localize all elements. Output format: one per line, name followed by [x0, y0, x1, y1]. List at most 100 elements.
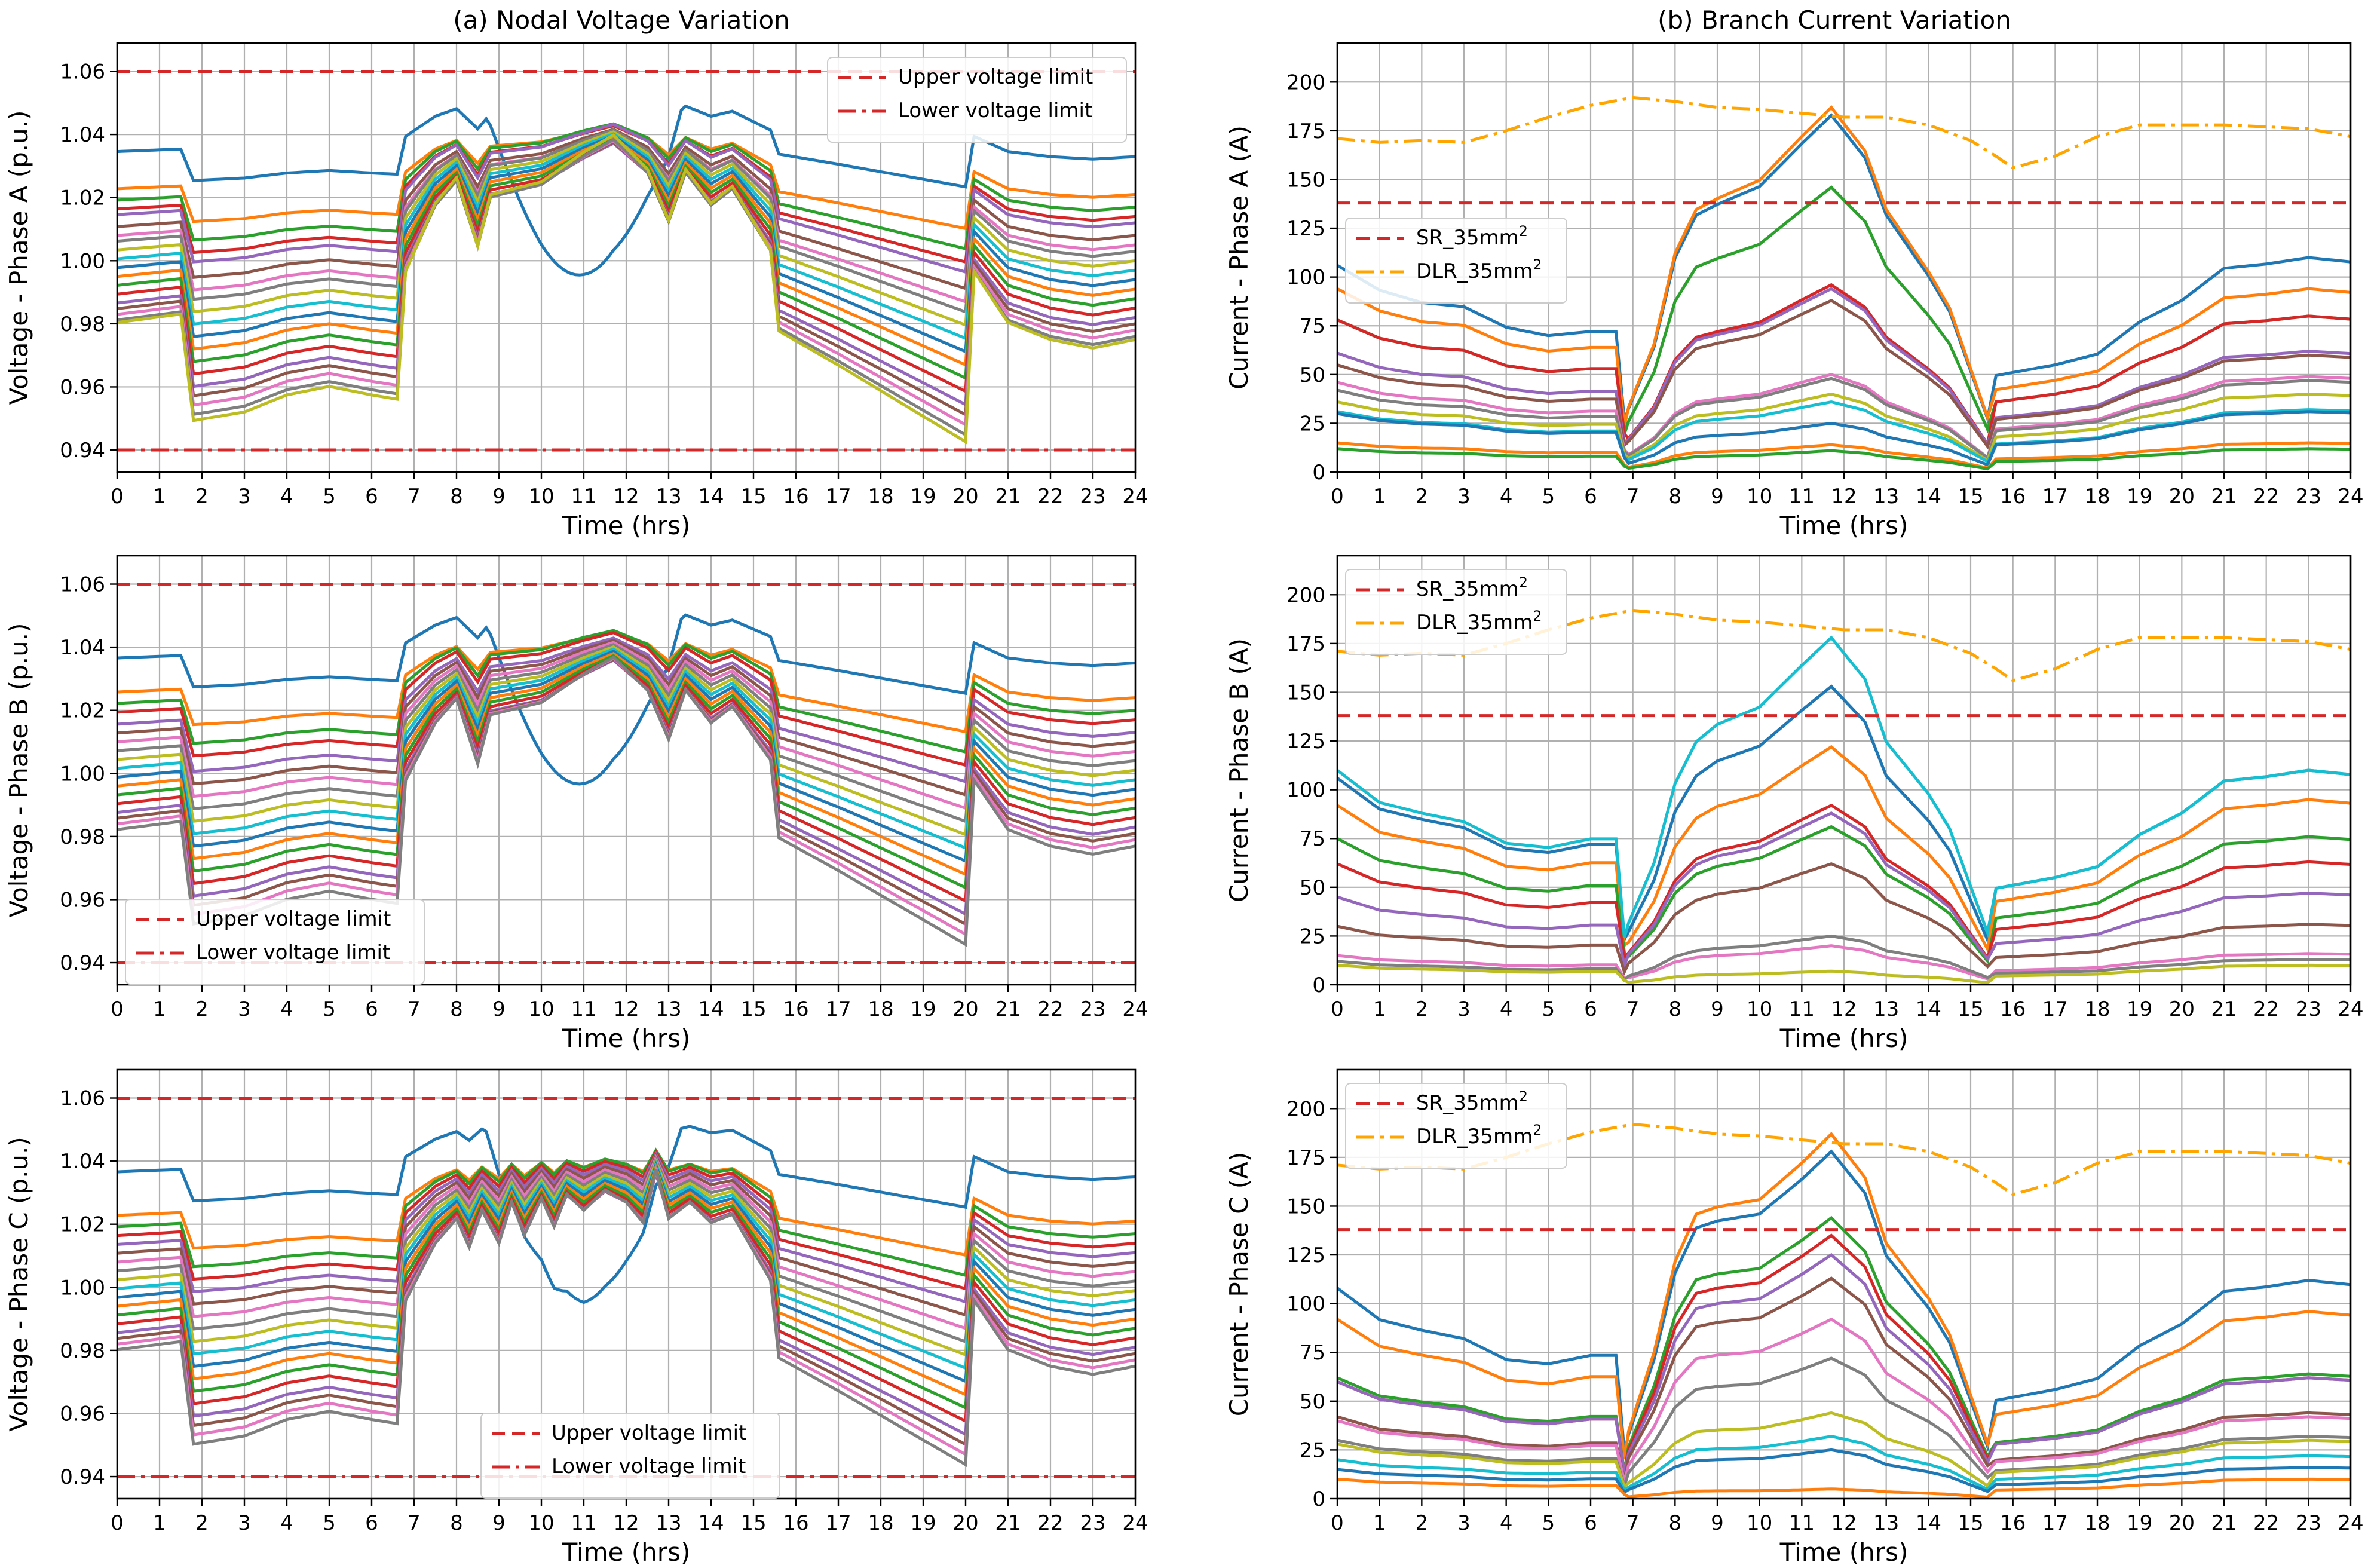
x-tick-label: 24	[1122, 1511, 1148, 1535]
x-tick-label: 20	[952, 997, 978, 1021]
x-tick-label: 17	[2042, 485, 2068, 509]
x-tick-label: 14	[1916, 1511, 1941, 1535]
plot-area	[1337, 96, 2351, 471]
x-tick-label: 12	[613, 485, 639, 509]
x-tick-label: 14	[698, 485, 724, 509]
x-tick-label: 6	[1584, 1511, 1597, 1535]
dlr-line	[1337, 96, 2351, 170]
x-tick-label: 11	[1789, 485, 1815, 509]
legend-superscript: 2	[1533, 1122, 1542, 1138]
legend-label: Lower voltage limit	[552, 1454, 746, 1478]
y-tick-label: 1.04	[60, 636, 105, 660]
legend-label: DLR_35mm2	[1416, 1122, 1542, 1149]
y-tick-label: 75	[1300, 314, 1325, 338]
y-tick-label: 0.98	[60, 313, 105, 336]
x-tick-label: 11	[571, 997, 596, 1021]
x-tick-label: 21	[995, 485, 1021, 509]
y-tick-label: 1.02	[60, 1213, 105, 1237]
x-tick-label: 1	[1373, 485, 1386, 509]
x-tick-label: 6	[365, 485, 378, 509]
x-tick-label: 20	[952, 485, 978, 509]
x-tick-label: 0	[1331, 997, 1344, 1021]
x-tick-label: 12	[1831, 1511, 1857, 1535]
series-line	[1337, 105, 2351, 427]
x-axis-label: Time (hrs)	[562, 1538, 691, 1567]
x-tick-label: 8	[1669, 1511, 1682, 1535]
x-tick-label: 0	[111, 1511, 124, 1535]
x-tick-label: 4	[1500, 1511, 1513, 1535]
x-tick-label: 23	[1080, 1511, 1105, 1535]
x-tick-label: 3	[238, 485, 251, 509]
x-tick-label: 7	[1626, 997, 1640, 1021]
x-tick-label: 0	[1331, 485, 1344, 509]
series-line	[117, 104, 1135, 277]
series-line	[1337, 373, 2351, 460]
x-tick-label: 2	[1416, 485, 1429, 509]
series-line	[1337, 113, 2351, 424]
y-tick-label: 150	[1286, 1195, 1325, 1218]
x-tick-label: 23	[2296, 485, 2321, 509]
x-tick-label: 19	[2127, 1511, 2152, 1535]
y-tick-label: 1.06	[60, 573, 105, 597]
y-axis-label: Voltage - Phase C (p.u.)	[4, 1137, 33, 1432]
series-line	[1337, 1149, 2351, 1453]
series-line	[1337, 283, 2351, 448]
y-tick-label: 1.04	[60, 1150, 105, 1174]
x-tick-label: 18	[2084, 485, 2110, 509]
x-tick-label: 20	[2169, 997, 2195, 1021]
series-line	[1337, 1435, 2351, 1493]
y-tick-label: 0.96	[60, 375, 105, 399]
panel-va: 0 1 2 3 4 5 6 7 8 9 10 11 12 13 14 15 16 17 18 19 20 21 22 23 24…	[4, 42, 1148, 540]
x-tick-label: 16	[2000, 485, 2026, 509]
x-tick-label: 15	[1958, 997, 1983, 1021]
x-tick-label: 19	[910, 485, 936, 509]
x-tick-label: 10	[528, 485, 554, 509]
y-tick-label: 1.02	[60, 186, 105, 210]
x-tick-label: 10	[1747, 997, 1772, 1021]
plot-area	[117, 583, 1135, 964]
series-line	[1337, 1131, 2351, 1460]
y-axis-label: Current - Phase B (A)	[1224, 638, 1254, 902]
x-tick-label: 20	[2169, 1511, 2195, 1535]
x-tick-label: 4	[280, 485, 293, 509]
x-tick-label: 6	[365, 997, 378, 1021]
series-line	[1337, 934, 2351, 982]
series-line	[1337, 811, 2351, 971]
y-tick-label: 0.98	[60, 825, 105, 849]
x-tick-label: 23	[1080, 997, 1105, 1021]
x-tick-label: 5	[1542, 1511, 1555, 1535]
x-tick-label: 17	[825, 485, 851, 509]
x-tick-label: 19	[910, 997, 936, 1021]
y-axis-label: Voltage - Phase B (p.u.)	[4, 623, 33, 917]
y-tick-label: 1.06	[60, 1087, 105, 1111]
series-line	[1337, 1448, 2351, 1494]
panel-ib: 0 1 2 3 4 5 6 7 8 9 10 11 12 13 14 15 16 17 18 19 20 21 22 23 24…	[1224, 555, 2364, 1053]
series-line	[1337, 825, 2351, 965]
y-tick-label: 175	[1286, 120, 1325, 143]
legend-label: Lower voltage limit	[196, 941, 390, 964]
y-tick-label: 50	[1300, 363, 1325, 387]
x-tick-label: 21	[2211, 1511, 2237, 1535]
legend-label: DLR_35mm2	[1416, 256, 1542, 283]
x-tick-label: 24	[2338, 1511, 2363, 1535]
y-tick-label: 50	[1300, 1390, 1325, 1414]
series-line	[1337, 1411, 2351, 1490]
x-tick-label: 24	[1122, 485, 1148, 509]
x-tick-label: 17	[2042, 1511, 2068, 1535]
x-tick-label: 1	[153, 485, 166, 509]
legend-superscript: 2	[1519, 1088, 1528, 1105]
x-tick-label: 18	[868, 485, 893, 509]
y-axis-label: Current - Phase A (A)	[1224, 125, 1254, 390]
legend: Upper voltage limit Lower voltage limit	[827, 57, 1127, 143]
y-tick-label: 1.06	[60, 60, 105, 84]
x-tick-label: 12	[1831, 997, 1857, 1021]
series-line	[1337, 410, 2351, 467]
plot-area	[117, 70, 1135, 452]
y-tick-label: 100	[1286, 1293, 1325, 1316]
x-tick-label: 14	[698, 997, 724, 1021]
x-tick-label: 9	[492, 997, 506, 1021]
x-tick-label: 13	[1873, 1511, 1899, 1535]
x-tick-label: 12	[1831, 485, 1857, 509]
legend-superscript: 2	[1519, 223, 1528, 240]
